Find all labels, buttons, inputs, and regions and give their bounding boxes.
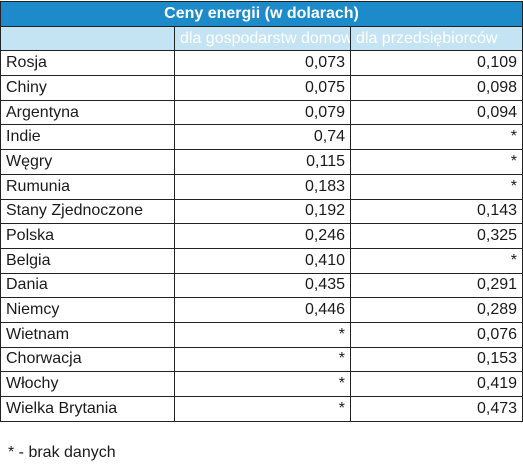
cell-households: 0,446 [174,297,351,323]
cell-country: Polska [0,223,175,249]
cell-business: * [349,124,523,151]
table-row: Wietnam * 0,076 [0,321,523,348]
cell-business: 0,289 [349,297,523,323]
table-row: Indie 0,74 * [0,124,523,151]
table-row: Włochy * 0,419 [0,371,523,397]
table-row: Wielka Brytania * 0,473 [0,396,523,422]
table-body: Rosja 0,073 0,109 Chiny 0,075 0,098 Argentyna 0… [0,50,523,422]
cell-business: 0,473 [349,396,523,422]
cell-country: Włochy [0,371,175,397]
table-row: Dania 0,435 0,291 [0,272,523,299]
cell-country: Indie [0,124,175,151]
cell-business: 0,109 [349,50,523,77]
cell-households: * [174,371,351,397]
table-row: Chorwacja * 0,153 [0,346,523,373]
cell-business: 0,419 [349,371,523,397]
cell-business: 0,098 [349,75,523,101]
table-row: Niemcy 0,446 0,289 [0,297,523,323]
cell-households: * [174,396,351,422]
header-households: dla gospodarstw domowych [174,25,351,52]
header-country [0,25,175,52]
table-row: Rumunia 0,183 * [0,173,523,200]
cell-households: 0,192 [174,198,351,225]
table-row: Stany Zjednoczone 0,192 0,143 [0,198,523,225]
cell-business: * [349,173,523,200]
table-row: Argentyna 0,079 0,094 [0,99,523,126]
cell-business: 0,325 [349,223,523,249]
cell-households: 0,073 [174,50,351,77]
cell-country: Rosja [0,50,175,77]
table-row: Węgry 0,115 * [0,149,523,175]
cell-country: Wietnam [0,321,175,348]
cell-households: 0,435 [174,272,351,299]
table-title: Ceny energii (w dolarach) [0,1,523,27]
cell-country: Węgry [0,149,175,175]
footnote: * - brak danych [8,444,116,461]
cell-households: 0,115 [174,149,351,175]
cell-business: 0,143 [349,198,523,225]
energy-prices-table: Ceny energii (w dolarach) dla gospodarst… [0,1,523,422]
table-title-row: Ceny energii (w dolarach) [0,1,523,27]
cell-households: 0,74 [174,124,351,151]
cell-business: 0,153 [349,346,523,373]
cell-country: Belgia [0,247,175,274]
cell-business: * [349,247,523,274]
cell-country: Wielka Brytania [0,396,175,422]
cell-country: Rumunia [0,173,175,200]
cell-business: 0,291 [349,272,523,299]
cell-country: Chiny [0,75,175,101]
cell-business: * [349,149,523,175]
cell-country: Niemcy [0,297,175,323]
cell-households: 0,246 [174,223,351,249]
cell-households: * [174,321,351,348]
cell-households: 0,075 [174,75,351,101]
cell-country: Dania [0,272,175,299]
cell-households: 0,079 [174,99,351,126]
table-header-row: dla gospodarstw domowych dla przedsiębio… [0,25,523,52]
table-row: Rosja 0,073 0,109 [0,50,523,77]
table-row: Polska 0,246 0,325 [0,223,523,249]
header-business: dla przedsiębiorców [349,25,523,52]
cell-country: Stany Zjednoczone [0,198,175,225]
cell-households: 0,183 [174,173,351,200]
cell-business: 0,076 [349,321,523,348]
cell-country: Argentyna [0,99,175,126]
table-row: Belgia 0,410 * [0,247,523,274]
table-row: Chiny 0,075 0,098 [0,75,523,101]
cell-business: 0,094 [349,99,523,126]
cell-country: Chorwacja [0,346,175,373]
cell-households: 0,410 [174,247,351,274]
cell-households: * [174,346,351,373]
